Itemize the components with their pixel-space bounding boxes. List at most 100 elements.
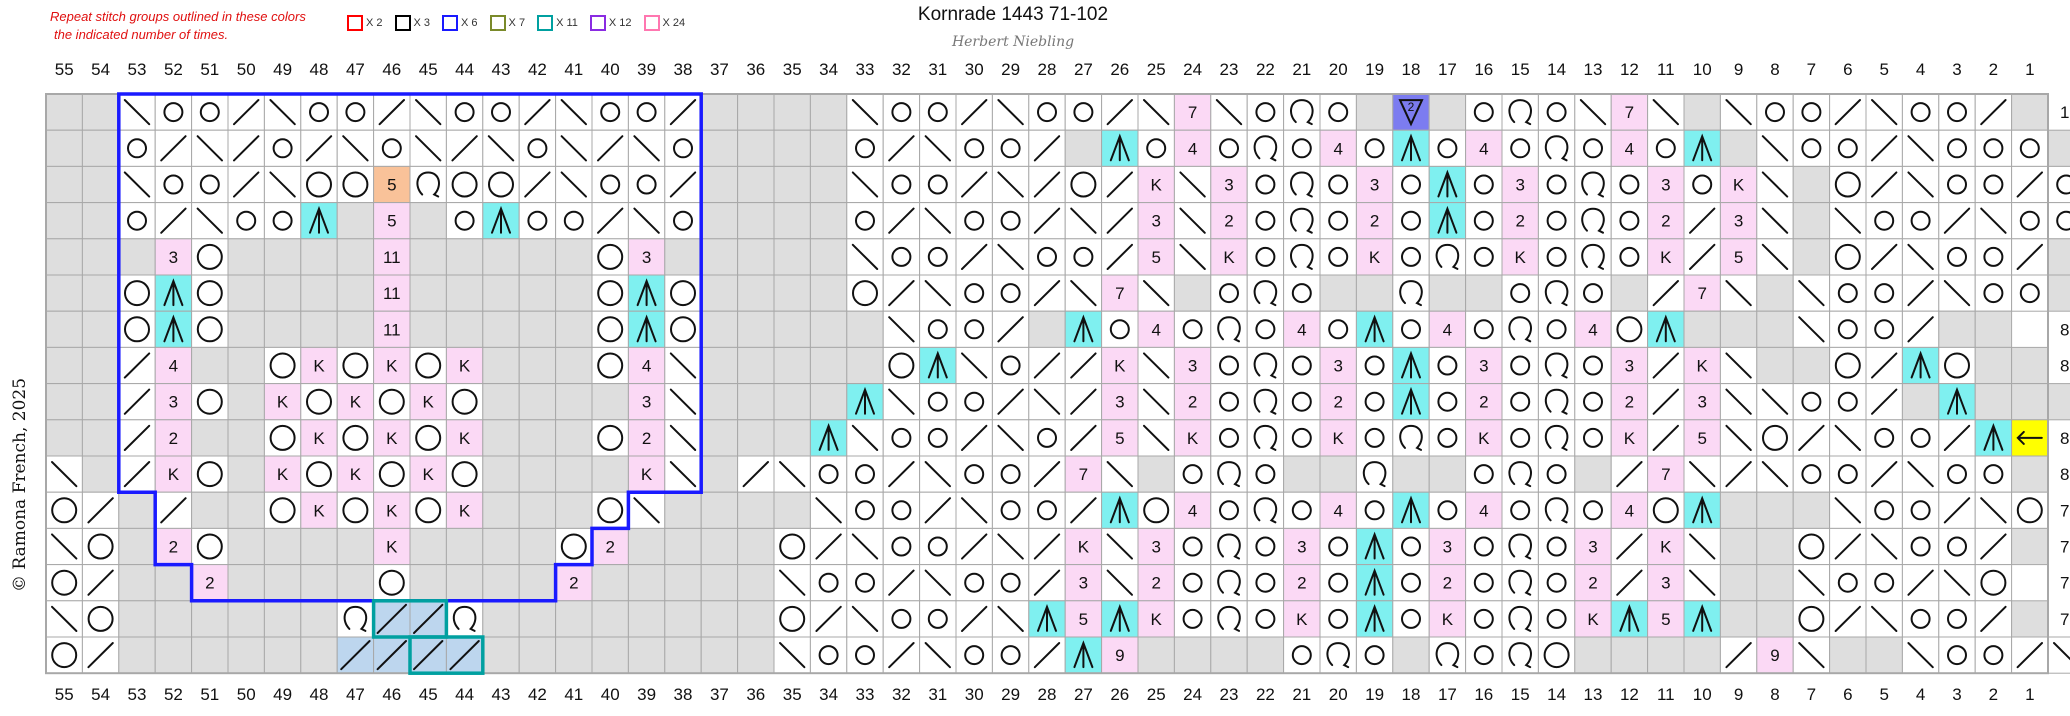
cell-count: 2 bbox=[1443, 574, 1452, 593]
k2tog-symbol bbox=[305, 135, 333, 162]
cell-background bbox=[1574, 636, 1612, 674]
chart-cell bbox=[1756, 238, 1794, 276]
chart-cell bbox=[555, 636, 593, 674]
ssk-symbol bbox=[123, 171, 151, 198]
chart-cell: K bbox=[336, 383, 375, 421]
yarn-over-symbol bbox=[1947, 102, 1967, 123]
chart-cell bbox=[336, 93, 375, 131]
chart-cell bbox=[1392, 165, 1430, 204]
chart-cell: K bbox=[300, 419, 338, 457]
chart-cell bbox=[1173, 455, 1212, 493]
chart-cell bbox=[1829, 274, 1867, 312]
cell-background bbox=[2011, 527, 2049, 566]
ssk-symbol bbox=[1033, 388, 1061, 415]
yarn-over-symbol bbox=[855, 645, 875, 666]
chart-cell bbox=[263, 419, 302, 457]
ssk-symbol bbox=[1834, 207, 1861, 234]
k2tog-symbol bbox=[1616, 533, 1643, 560]
cell-background bbox=[336, 93, 375, 131]
cell-background bbox=[555, 238, 593, 276]
row-number: 77 bbox=[2060, 538, 2070, 557]
yarn-over-large-symbol bbox=[888, 352, 915, 379]
ssk-symbol bbox=[1070, 207, 1097, 234]
cell-count: 4 bbox=[642, 357, 651, 376]
cell-background bbox=[627, 165, 666, 204]
chart-cell bbox=[482, 527, 520, 566]
cell-count: 5 bbox=[1734, 248, 1743, 267]
cell-background bbox=[773, 93, 811, 131]
yarn-over-large-symbol bbox=[670, 316, 696, 343]
chart-cell bbox=[1392, 636, 1430, 674]
chart-cell bbox=[373, 93, 411, 131]
legend-key: X 11 bbox=[537, 15, 578, 31]
chart-cell bbox=[227, 346, 265, 385]
chart-cell bbox=[591, 383, 629, 421]
chart-cell bbox=[664, 419, 702, 457]
k2tog-symbol bbox=[888, 207, 915, 234]
repeat-legend-note: Repeat stitch groups outlined in these c… bbox=[50, 8, 350, 44]
chart-cell bbox=[1901, 238, 1940, 276]
chart-cell: 3 bbox=[154, 383, 193, 421]
chart-cell bbox=[373, 636, 411, 674]
chart-cell bbox=[445, 600, 484, 638]
chart-cell bbox=[700, 346, 739, 385]
chart-cell bbox=[1610, 202, 1649, 240]
yarn-over-symbol bbox=[2056, 210, 2070, 231]
chart-cell bbox=[846, 527, 884, 566]
yarn-over-symbol bbox=[1473, 174, 1494, 195]
column-number-top: 45 bbox=[419, 60, 438, 79]
cell-background bbox=[445, 419, 484, 457]
chart-cell bbox=[1392, 129, 1430, 167]
chart-cell bbox=[955, 564, 993, 602]
cell-background bbox=[1719, 600, 1758, 638]
repeat-outline-x6 bbox=[117, 92, 703, 603]
ssk-symbol bbox=[1725, 280, 1752, 307]
yarn-over-symbol bbox=[1000, 464, 1021, 485]
cell-count: 2 bbox=[1188, 393, 1197, 412]
cell-background bbox=[445, 93, 484, 131]
legend-swatch bbox=[442, 15, 459, 31]
ssk-symbol bbox=[669, 461, 697, 488]
cell-background bbox=[1974, 274, 2013, 312]
cell-background bbox=[1064, 238, 1103, 276]
column-number-bottom: 50 bbox=[237, 685, 256, 704]
cell-background bbox=[1719, 310, 1758, 348]
chart-cell: 3 bbox=[1064, 564, 1103, 602]
cell-background bbox=[1865, 564, 1903, 602]
chart-cell bbox=[191, 419, 229, 457]
yarn-over-symbol bbox=[381, 138, 402, 159]
chart-cell bbox=[1865, 202, 1903, 240]
chart-cell bbox=[991, 202, 1030, 240]
cell-background bbox=[1537, 238, 1576, 276]
cell-background bbox=[1428, 346, 1467, 385]
yarn-over-symbol bbox=[964, 283, 985, 304]
chart-cell bbox=[300, 310, 338, 348]
chart-cell bbox=[700, 202, 739, 240]
chart-cell bbox=[1938, 636, 1976, 674]
cell-count: 2 bbox=[1370, 212, 1379, 231]
yarn-over-symbol bbox=[891, 536, 912, 557]
legend-key-label: X 2 bbox=[366, 17, 383, 29]
double-decrease-symbol bbox=[1692, 133, 1713, 162]
chart-cell bbox=[1974, 274, 2013, 312]
cell-background bbox=[627, 419, 666, 457]
cell-background bbox=[664, 202, 702, 240]
column-number-top: 9 bbox=[1734, 60, 1743, 79]
chart-cell bbox=[882, 346, 921, 385]
column-number-top: 54 bbox=[91, 60, 110, 79]
twisted-loop-symbol bbox=[1544, 352, 1569, 379]
chart-cell bbox=[1210, 564, 1248, 602]
chart-cell bbox=[773, 600, 811, 638]
chart-cell bbox=[1683, 491, 1721, 529]
chart-cell bbox=[118, 455, 156, 493]
chart-cell bbox=[1792, 238, 1831, 276]
chart-cell: K bbox=[1137, 165, 1175, 204]
chart-cell bbox=[1101, 564, 1139, 602]
chart-cell bbox=[1756, 419, 1794, 457]
yarn-over-large-symbol bbox=[342, 352, 369, 379]
k2tog-symbol bbox=[961, 171, 988, 198]
chart-cell bbox=[482, 600, 520, 638]
cell-background bbox=[700, 93, 739, 131]
cell-count: 2 bbox=[169, 538, 178, 557]
double-decrease-symbol bbox=[1401, 386, 1421, 415]
